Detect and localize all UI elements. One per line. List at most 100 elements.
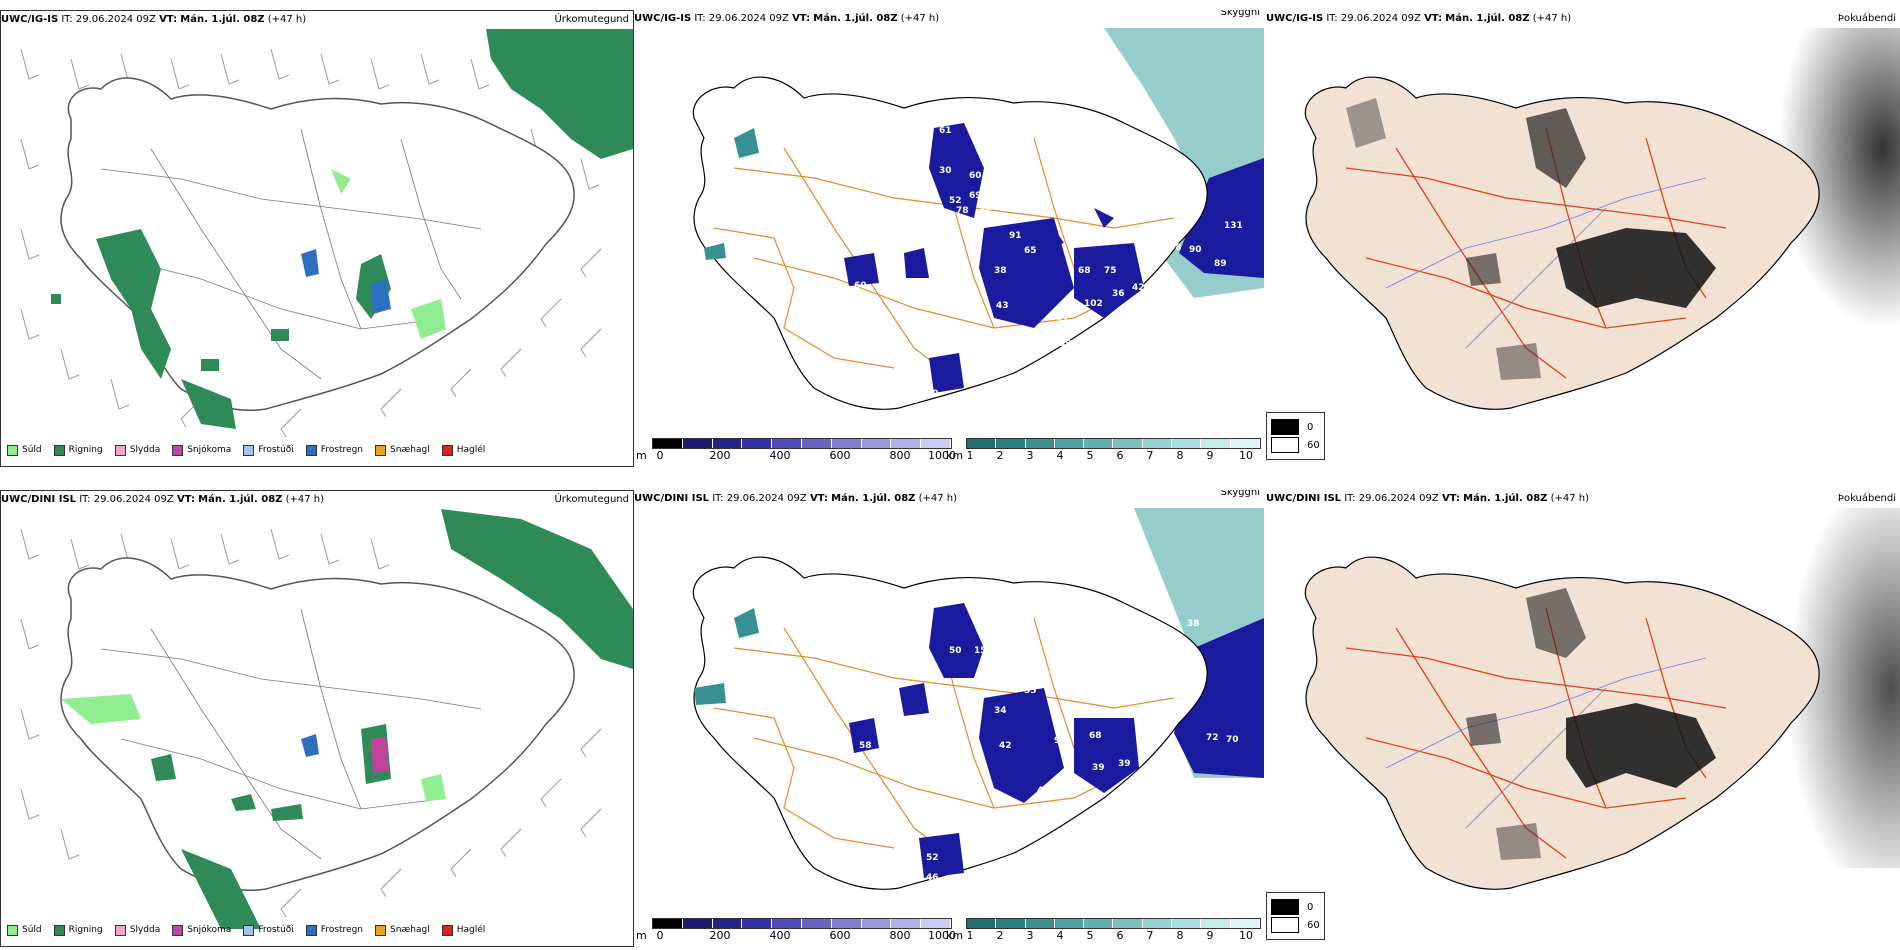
vt-value: Mán. 1.júl. 08Z <box>831 493 916 504</box>
svg-text:61: 61 <box>939 126 952 136</box>
svg-text:131: 131 <box>1224 221 1243 231</box>
svg-text:36: 36 <box>1112 289 1125 299</box>
svg-text:14: 14 <box>1074 113 1087 123</box>
legend-item: Súld <box>7 924 42 936</box>
svg-text:60: 60 <box>969 171 982 181</box>
svg-text:72: 72 <box>1206 733 1219 743</box>
lead-time: (+47 h) <box>285 494 325 505</box>
panel-header: UWC/DINI ISL IT: 29.06.2024 09Z VT: Mán.… <box>1266 490 1900 508</box>
panel-header: UWC/DINI ISL IT: 29.06.2024 09Z VT: Mán.… <box>634 490 1264 508</box>
it-value: 29.06.2024 09Z <box>708 13 789 24</box>
it-value: 29.06.2024 09Z <box>1358 493 1439 504</box>
vt-label: VT: <box>176 494 195 505</box>
legend-item: Slydda <box>114 924 160 936</box>
svg-text:51: 51 <box>1149 253 1162 263</box>
model-name: UWC/DINI ISL <box>634 493 710 504</box>
vt-value: Mán. 1.júl. 08Z <box>198 494 283 505</box>
precip-type-panel-row2: UWC/DINI ISL IT: 29.06.2024 09Z VT: Mán.… <box>0 490 634 947</box>
svg-text:71: 71 <box>1044 671 1057 681</box>
vt-label: VT: <box>159 14 178 25</box>
legend-item: Snjókoma <box>172 444 231 456</box>
svg-text:43: 43 <box>996 301 1009 311</box>
rain-area-northeast <box>486 29 633 159</box>
svg-text:34: 34 <box>994 706 1007 716</box>
lead-time: (+47 h) <box>900 13 940 24</box>
svg-text:50: 50 <box>949 646 962 656</box>
model-name: UWC/IG-IS <box>1 14 59 25</box>
svg-text:70: 70 <box>1226 735 1239 745</box>
visibility-labels: 52 69 78 11 60 61 30 91 65 38 47 60 43 6… <box>854 113 1243 406</box>
it-value: 29.06.2024 09Z <box>1340 13 1421 24</box>
svg-text:60: 60 <box>926 389 939 399</box>
it-label: IT: <box>694 13 706 24</box>
svg-text:52: 52 <box>949 196 962 206</box>
visibility-panel-row2: UWC/DINI ISL IT: 29.06.2024 09Z VT: Mán.… <box>634 490 1264 945</box>
lead-time: (+47 h) <box>918 493 958 504</box>
legend-item: Slydda <box>114 444 160 456</box>
panel-title: Þokuábendi <box>1837 493 1896 504</box>
svg-text:38: 38 <box>994 266 1007 276</box>
svg-text:39: 39 <box>1092 763 1105 773</box>
legend-item: Snæhagl <box>375 924 430 936</box>
svg-text:91: 91 <box>1009 231 1022 241</box>
colorbar-unit: m <box>636 929 647 942</box>
svg-text:90: 90 <box>1189 245 1202 255</box>
model-name: UWC/DINI ISL <box>1 494 77 505</box>
legend-item: Rigning <box>53 444 103 456</box>
colorbar-elevation: m 0 200 400 600 800 1000 <box>636 918 956 942</box>
colorbar-elevation: m 0 200 400 600 800 1000 <box>636 438 956 462</box>
legend-item: Frostregn <box>305 924 363 936</box>
fog-legend-max: 60 <box>1307 919 1320 931</box>
precip-map <box>20 509 633 929</box>
it-value: 29.06.2024 09Z <box>93 494 174 505</box>
legend-item: Snjókoma <box>172 924 231 936</box>
svg-text:60: 60 <box>854 281 867 291</box>
fog-legend-min: 0 <box>1307 901 1314 913</box>
panel-header: UWC/IG-IS IT: 29.06.2024 09Z VT: Mán. 1.… <box>1 11 633 29</box>
panel-title: Þokuábendi <box>1837 13 1896 24</box>
legend-item: Súld <box>7 444 42 456</box>
fog-panel-row1: UWC/IG-IS IT: 29.06.2024 09Z VT: Mán. 1.… <box>1266 10 1900 465</box>
svg-text:65: 65 <box>1024 246 1037 256</box>
panel-header: UWC/IG-IS IT: 29.06.2024 09Z VT: Mán. 1.… <box>634 10 1264 28</box>
fog-panel-row2: UWC/DINI ISL IT: 29.06.2024 09Z VT: Mán.… <box>1266 490 1900 945</box>
svg-text:39: 39 <box>1118 759 1131 769</box>
legend-item: Snæhagl <box>375 444 430 456</box>
svg-text:38: 38 <box>1187 619 1200 629</box>
panel-title: Úrkomutegund <box>554 494 629 505</box>
svg-text:52: 52 <box>926 853 939 863</box>
fog-legend-row2: 0 60 <box>1266 892 1325 940</box>
svg-text:89: 89 <box>1214 259 1227 269</box>
svg-text:102: 102 <box>1084 299 1103 309</box>
svg-text:11: 11 <box>979 203 992 213</box>
svg-text:43: 43 <box>934 701 947 711</box>
it-value: 29.06.2024 09Z <box>726 493 807 504</box>
svg-text:53: 53 <box>1029 113 1042 123</box>
precip-map <box>20 29 633 438</box>
vt-value: Mán. 1.júl. 08Z <box>1445 13 1530 24</box>
precip-type-panel-row1: UWC/IG-IS IT: 29.06.2024 09Z VT: Mán. 1.… <box>0 10 634 467</box>
vt-value: Mán. 1.júl. 08Z <box>180 14 265 25</box>
legend-item: Haglél <box>441 924 485 936</box>
svg-text:94: 94 <box>1054 736 1067 746</box>
lead-time: (+47 h) <box>1532 13 1572 24</box>
it-label: IT: <box>61 14 73 25</box>
lead-time: (+47 h) <box>267 14 307 25</box>
legend-item: Frostregn <box>305 444 363 456</box>
colorbar-unit: km <box>946 929 964 942</box>
svg-text:78: 78 <box>956 206 969 216</box>
svg-text:51: 51 <box>1056 316 1069 326</box>
colorbar-visibility: km 1 2 3 4 5 6 7 8 9 10 <box>946 918 1261 942</box>
panel-title: Skyggni <box>1220 10 1260 18</box>
fog-legend-min: 0 <box>1307 421 1314 433</box>
svg-text:48: 48 <box>906 396 919 406</box>
colorbar-visibility: km 1 2 3 4 5 6 7 8 9 10 <box>946 438 1261 462</box>
svg-text:69: 69 <box>969 191 982 201</box>
svg-text:15: 15 <box>974 646 987 656</box>
panel-title: Úrkomutegund <box>554 14 629 25</box>
vt-value: Mán. 1.júl. 08Z <box>1463 493 1548 504</box>
precip-legend: Súld Rigning Slydda Snjókoma Frostúði Fr… <box>7 441 497 459</box>
svg-text:30: 30 <box>939 166 952 176</box>
svg-text:45: 45 <box>1037 786 1050 796</box>
fog-legend-max: 60 <box>1307 439 1320 451</box>
